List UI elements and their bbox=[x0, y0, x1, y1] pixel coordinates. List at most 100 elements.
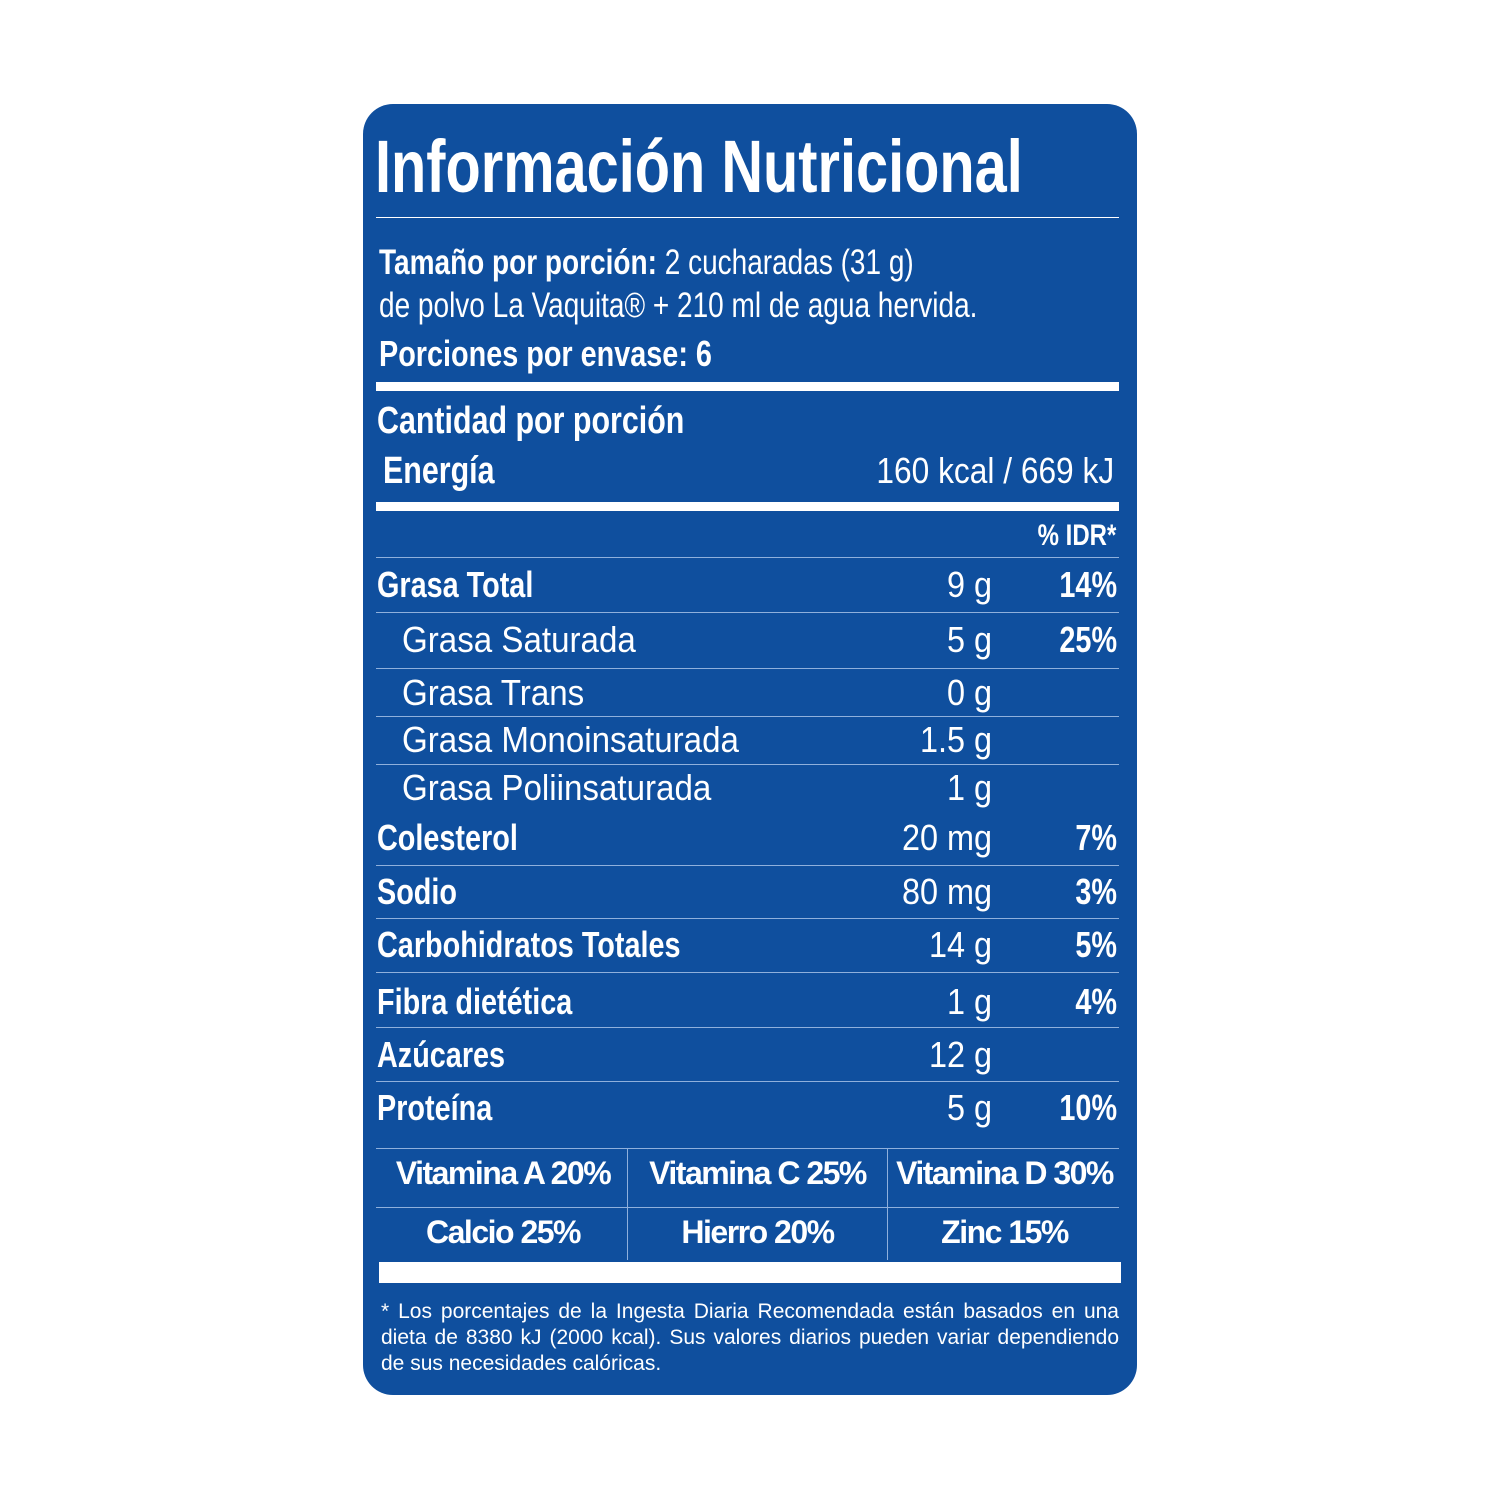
nutrient-label-text: Colesterol bbox=[377, 817, 518, 858]
nutrition-label bbox=[363, 104, 1137, 1395]
title-text: Información Nutricional bbox=[375, 125, 1023, 208]
nutrient-label: Grasa Total bbox=[377, 565, 572, 605]
nutrient-amount-text: 0 g bbox=[946, 672, 992, 713]
nutrient-idr-percent-text: 14% bbox=[1059, 564, 1117, 605]
serving-size-line2: de polvo La Vaquita® + 210 ml de agua he… bbox=[379, 286, 1127, 326]
nutrient-label: Colesterol bbox=[377, 818, 553, 858]
nutrient-idr-percent: 5% bbox=[1065, 925, 1117, 965]
nutrient-amount: 1.5 g bbox=[912, 720, 992, 760]
vitamin-text: Zinc 15% bbox=[941, 1214, 1069, 1250]
nutrient-idr-percent: 4% bbox=[1065, 982, 1117, 1022]
vitamin-text: Vitamina D 30% bbox=[896, 1155, 1114, 1191]
divider bbox=[376, 217, 1119, 218]
nutrient-amount: 80 mg bbox=[892, 872, 992, 912]
nutrient-amount: 5 g bbox=[942, 620, 992, 660]
energy-label-text: Energía bbox=[383, 450, 495, 492]
nutrient-amount: 12 g bbox=[922, 1035, 992, 1075]
idr-header: % IDR* bbox=[1018, 518, 1116, 554]
nutrient-amount-text: 12 g bbox=[928, 1034, 992, 1075]
nutrient-amount-text: 5 g bbox=[946, 619, 992, 660]
divider bbox=[376, 1081, 1119, 1082]
nutrient-label-text: Sodio bbox=[377, 871, 457, 912]
nutrient-amount-text: 5 g bbox=[946, 1087, 992, 1128]
serving-size-line: Tamaño por porción: 2 cucharadas (31 g) bbox=[379, 243, 914, 283]
nutrient-amount: 5 g bbox=[942, 1088, 992, 1128]
nutrient-label-text: Carbohidratos Totales bbox=[377, 924, 681, 965]
footnote: * Los porcentajes de la Ingesta Diaria R… bbox=[381, 1300, 1119, 1375]
vitamin-cell: Vitamina D 30% bbox=[888, 1153, 1121, 1193]
vitamin-divider bbox=[627, 1148, 628, 1260]
divider bbox=[376, 865, 1119, 866]
servings-per-container: Porciones por envase: 6 bbox=[379, 334, 795, 374]
nutrient-label-text: Grasa Monoinsaturada bbox=[402, 719, 739, 760]
nutrient-label: Fibra dietética bbox=[377, 982, 621, 1022]
nutrient-label-text: Grasa Total bbox=[377, 564, 534, 605]
nutrient-label: Grasa Saturada bbox=[402, 620, 656, 660]
divider bbox=[376, 612, 1119, 613]
serving-size-value: 2 cucharadas (31 g) bbox=[664, 243, 914, 282]
divider bbox=[376, 972, 1119, 973]
nutrient-idr-percent: 10% bbox=[1045, 1088, 1117, 1128]
divider bbox=[376, 557, 1119, 558]
divider bbox=[376, 918, 1119, 919]
vitamin-text: Calcio 25% bbox=[426, 1214, 581, 1250]
vitamin-cell: Zinc 15% bbox=[888, 1212, 1121, 1252]
nutrient-amount-text: 1 g bbox=[946, 981, 992, 1022]
nutrient-amount: 14 g bbox=[922, 925, 992, 965]
nutrient-amount: 9 g bbox=[942, 565, 992, 605]
nutrient-idr-percent: 3% bbox=[1065, 872, 1117, 912]
nutrient-label: Azúcares bbox=[377, 1035, 537, 1075]
nutrient-amount-text: 9 g bbox=[946, 564, 992, 605]
nutrient-idr-percent-text: 7% bbox=[1075, 817, 1117, 858]
nutrient-label-text: Grasa Saturada bbox=[402, 619, 636, 660]
nutrient-label-text: Proteína bbox=[377, 1087, 493, 1128]
vitamin-cell: Hierro 20% bbox=[628, 1212, 887, 1252]
nutrient-amount-text: 1 g bbox=[946, 767, 992, 808]
nutrient-amount-text: 20 mg bbox=[901, 817, 992, 858]
nutrient-idr-percent-text: 4% bbox=[1075, 981, 1117, 1022]
nutrient-label-text: Grasa Poliinsaturada bbox=[402, 767, 712, 808]
divider bbox=[376, 716, 1119, 717]
energy-value: 160 kcal / 669 kJ bbox=[844, 450, 1114, 492]
energy-label: Energía bbox=[383, 450, 522, 492]
divider bbox=[376, 1148, 1119, 1149]
idr-header-text: % IDR* bbox=[1037, 519, 1116, 552]
nutrient-label-text: Azúcares bbox=[377, 1034, 506, 1075]
nutrient-amount: 1 g bbox=[942, 768, 992, 808]
nutrient-amount-text: 14 g bbox=[928, 924, 992, 965]
nutrient-amount: 1 g bbox=[942, 982, 992, 1022]
nutrient-label: Grasa Poliinsaturada bbox=[402, 768, 738, 808]
thick-divider bbox=[376, 382, 1119, 391]
divider bbox=[376, 1027, 1119, 1028]
label-title: Información Nutricional bbox=[375, 124, 1206, 210]
vitamin-cell: Calcio 25% bbox=[379, 1212, 627, 1252]
nutrient-label-text: Grasa Trans bbox=[402, 672, 585, 713]
nutrient-label: Grasa Monoinsaturada bbox=[402, 720, 768, 760]
vitamin-text: Vitamina A 20% bbox=[395, 1155, 612, 1191]
nutrient-idr-percent-text: 10% bbox=[1059, 1087, 1117, 1128]
nutrient-idr-percent-text: 25% bbox=[1059, 619, 1117, 660]
nutrient-idr-percent-text: 5% bbox=[1075, 924, 1117, 965]
nutrient-label: Grasa Trans bbox=[402, 673, 600, 713]
energy-value-text: 160 kcal / 669 kJ bbox=[876, 450, 1114, 491]
nutrient-idr-percent: 25% bbox=[1045, 620, 1117, 660]
nutrient-amount: 0 g bbox=[942, 673, 992, 713]
serving-size-label: Tamaño por porción: bbox=[379, 243, 657, 282]
amount-per-serving: Cantidad por porción bbox=[377, 400, 761, 442]
vitamin-divider bbox=[887, 1148, 888, 1260]
nutrient-idr-percent-text: 3% bbox=[1075, 871, 1117, 912]
nutrient-idr-percent: 7% bbox=[1065, 818, 1117, 858]
nutrient-label: Sodio bbox=[377, 872, 477, 912]
serving-size-line2-text: de polvo La Vaquita® + 210 ml de agua he… bbox=[379, 286, 978, 325]
nutrient-idr-percent: 14% bbox=[1045, 565, 1117, 605]
serving-size: Tamaño por porción: 2 cucharadas (31 g) bbox=[379, 243, 1047, 283]
nutrient-amount-text: 1.5 g bbox=[919, 719, 992, 760]
divider bbox=[376, 668, 1119, 669]
thick-divider bbox=[376, 502, 1119, 511]
vitamin-text: Hierro 20% bbox=[681, 1214, 835, 1250]
nutrient-label: Proteína bbox=[377, 1088, 521, 1128]
amount-per-serving-text: Cantidad por porción bbox=[377, 400, 685, 442]
nutrient-label-text: Fibra dietética bbox=[377, 981, 573, 1022]
vitamin-cell: Vitamina A 20% bbox=[379, 1153, 627, 1193]
nutrient-label: Carbohidratos Totales bbox=[377, 925, 756, 965]
